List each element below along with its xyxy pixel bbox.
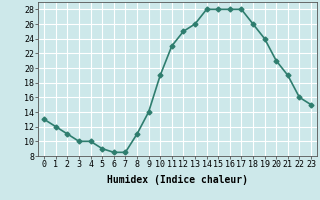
X-axis label: Humidex (Indice chaleur): Humidex (Indice chaleur)	[107, 175, 248, 185]
